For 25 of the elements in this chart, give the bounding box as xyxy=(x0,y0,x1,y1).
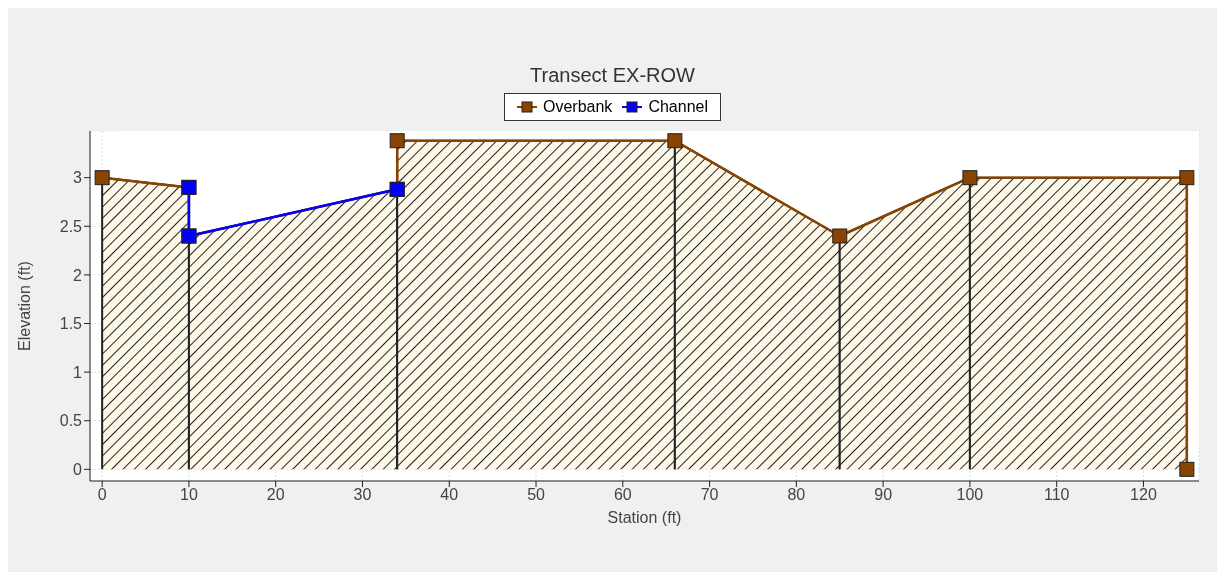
x-tick-label: 60 xyxy=(613,486,632,504)
x-tick-label: 120 xyxy=(1130,486,1157,504)
y-tick-label: 3 xyxy=(73,169,83,187)
y-tick-label: 2 xyxy=(73,266,83,284)
legend-label: Overbank xyxy=(542,98,613,116)
legend-label: Channel xyxy=(647,98,708,116)
x-tick-label: 80 xyxy=(787,486,806,504)
x-tick-label: 30 xyxy=(353,486,372,504)
x-tick-label: 90 xyxy=(874,486,893,504)
x-tick-label: 70 xyxy=(700,486,719,504)
y-tick-label: 0.5 xyxy=(59,412,83,430)
x-tick-label: 20 xyxy=(266,486,285,504)
y-axis-title: Elevation (ft) xyxy=(15,261,33,351)
x-tick-label: 0 xyxy=(97,486,107,504)
x-tick-label: 10 xyxy=(180,486,198,504)
y-tick-label: 2.5 xyxy=(59,217,83,235)
y-tick-label: 1.5 xyxy=(59,315,83,333)
chart-title: Transect EX-ROW xyxy=(529,64,696,87)
x-tick-label: 50 xyxy=(527,486,546,504)
x-axis-title: Station (ft) xyxy=(607,509,682,526)
x-tick-label: 100 xyxy=(956,486,984,504)
y-tick-label: 0 xyxy=(73,461,83,479)
x-tick-label: 40 xyxy=(440,486,459,504)
x-tick-label: 110 xyxy=(1043,486,1070,504)
y-tick-label: 1 xyxy=(73,363,83,381)
